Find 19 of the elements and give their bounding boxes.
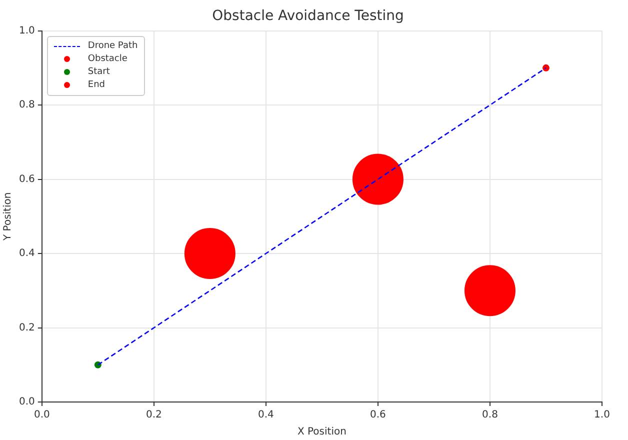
legend-label: Start bbox=[88, 67, 110, 78]
y-tick-label: 1.0 bbox=[18, 25, 35, 36]
y-axis-title: Y Position bbox=[2, 192, 14, 242]
y-tick-label: 0.2 bbox=[18, 322, 35, 334]
x-tick-label: 0.2 bbox=[146, 410, 162, 421]
chart-title: Obstacle Avoidance Testing bbox=[212, 8, 404, 24]
legend-label: End bbox=[88, 80, 105, 90]
y-tick-label: 0.4 bbox=[18, 248, 35, 260]
x-tick-label: 0.0 bbox=[34, 410, 50, 421]
legend-label: Obstacle bbox=[88, 54, 128, 64]
x-tick-label: 0.8 bbox=[482, 410, 498, 421]
x-tick-label: 1.0 bbox=[594, 410, 610, 421]
x-tick-label: 0.6 bbox=[370, 410, 386, 421]
x-axis-title: X Position bbox=[297, 426, 346, 438]
y-tick-label: 0.0 bbox=[18, 396, 35, 408]
x-tick-label: 0.4 bbox=[258, 410, 274, 421]
y-tick-label: 0.8 bbox=[18, 100, 35, 111]
legend-label: Drone Path bbox=[88, 41, 138, 52]
y-tick-label: 0.6 bbox=[18, 174, 35, 185]
